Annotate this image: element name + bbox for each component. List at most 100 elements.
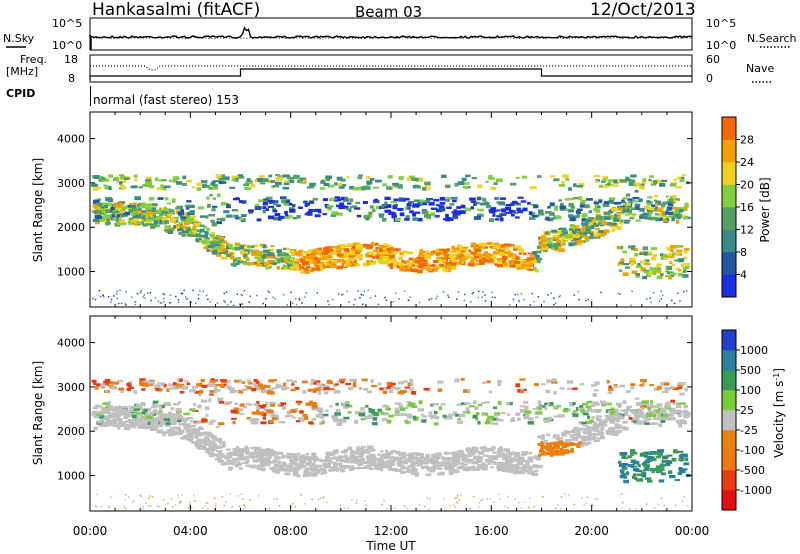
- echo-cell: [381, 417, 388, 422]
- echo-cell: [158, 211, 164, 214]
- echo-cell: [631, 475, 636, 479]
- echo-cell: [166, 202, 171, 205]
- echo-cell: [187, 507, 190, 509]
- echo-cell: [516, 207, 521, 211]
- echo-cell: [413, 264, 419, 268]
- echo-cell: [334, 412, 341, 416]
- echo-cell: [475, 412, 480, 416]
- echo-cell: [275, 385, 282, 389]
- echo-cell: [132, 501, 134, 503]
- echo-cell: [668, 202, 673, 207]
- echo-cell: [128, 209, 133, 213]
- echo-cell: [209, 381, 215, 386]
- echo-cell: [449, 467, 454, 472]
- echo-cell: [640, 379, 647, 383]
- echo-cell: [363, 201, 368, 204]
- colorbar-bin: [722, 370, 736, 391]
- echo-cell: [528, 451, 532, 455]
- echo-cell: [163, 418, 170, 422]
- echo-cell: [493, 182, 498, 185]
- echo-cell: [670, 399, 676, 403]
- echo-cell: [98, 290, 101, 292]
- echo-cell: [647, 477, 651, 481]
- echo-cell: [226, 203, 230, 208]
- echo-cell: [572, 443, 577, 446]
- echo-cell: [504, 505, 506, 508]
- echo-cell: [194, 443, 201, 447]
- echo-cell: [551, 380, 558, 384]
- echo-cell: [619, 219, 624, 223]
- echo-cell: [256, 380, 260, 384]
- echo-cell: [443, 218, 447, 221]
- echo-cell: [256, 458, 261, 462]
- echo-cell: [290, 469, 295, 472]
- colorbar-tick-label: 28: [740, 134, 754, 147]
- echo-cell: [241, 294, 243, 297]
- echo-cell: [233, 258, 239, 262]
- echo-cell: [330, 214, 337, 217]
- echo-cell: [604, 184, 608, 189]
- echo-cell: [546, 433, 551, 437]
- echo-cell: [649, 384, 654, 387]
- echo-cell: [545, 443, 550, 447]
- echo-cell: [105, 209, 111, 212]
- echo-cell: [360, 466, 366, 469]
- echo-cell: [472, 449, 479, 453]
- echo-cell: [296, 214, 301, 219]
- echo-cell: [268, 199, 273, 203]
- echo-cell: [106, 221, 111, 225]
- echo-cell: [665, 455, 669, 458]
- echo-cell: [374, 242, 379, 246]
- echo-cell: [573, 410, 578, 413]
- echo-cell: [395, 217, 401, 222]
- echo-cell: [276, 498, 278, 500]
- echo-cell: [100, 177, 106, 180]
- echo-cell: [176, 205, 183, 210]
- echo-cell: [324, 246, 331, 250]
- echo-cell: [107, 400, 111, 405]
- echo-cell: [127, 381, 133, 385]
- freq-tick-bottom: 8: [68, 72, 75, 85]
- echo-cell: [550, 451, 554, 455]
- echo-cell: [479, 202, 484, 206]
- echo-cell: [342, 293, 344, 296]
- echo-cell: [502, 259, 506, 263]
- echo-cell: [256, 218, 262, 222]
- echo-cell: [633, 412, 638, 417]
- echo-cell: [358, 453, 365, 458]
- echo-cell: [505, 456, 512, 460]
- echo-cell: [456, 494, 459, 497]
- echo-cell: [276, 204, 281, 207]
- echo-cell: [554, 231, 559, 235]
- echo-cell: [654, 213, 659, 216]
- echo-cell: [388, 414, 394, 418]
- echo-cell: [300, 456, 306, 459]
- echo-cell: [113, 176, 119, 181]
- echo-cell: [382, 183, 387, 187]
- echo-cell: [408, 452, 414, 457]
- echo-cell: [368, 211, 373, 216]
- echo-cell: [117, 222, 125, 226]
- echo-cell: [102, 178, 110, 182]
- echo-cell: [126, 388, 131, 392]
- echo-cell: [298, 297, 300, 300]
- echo-cell: [186, 382, 190, 386]
- echo-cell: [625, 266, 630, 269]
- echo-cell: [448, 461, 454, 466]
- echo-cell: [489, 245, 495, 249]
- echo-cell: [679, 176, 685, 180]
- echo-cell: [108, 407, 115, 410]
- echo-cell: [622, 400, 627, 404]
- echo-cell: [254, 456, 259, 459]
- echo-cell: [579, 230, 585, 235]
- echo-cell: [661, 255, 666, 259]
- echo-cell: [561, 236, 566, 240]
- echo-cell: [405, 467, 410, 470]
- echo-cell: [608, 385, 612, 389]
- echo-cell: [364, 186, 371, 190]
- echo-cell: [651, 410, 655, 413]
- echo-cell: [375, 247, 379, 250]
- echo-cell: [388, 211, 395, 215]
- echo-cell: [314, 214, 321, 218]
- echo-cell: [626, 409, 633, 412]
